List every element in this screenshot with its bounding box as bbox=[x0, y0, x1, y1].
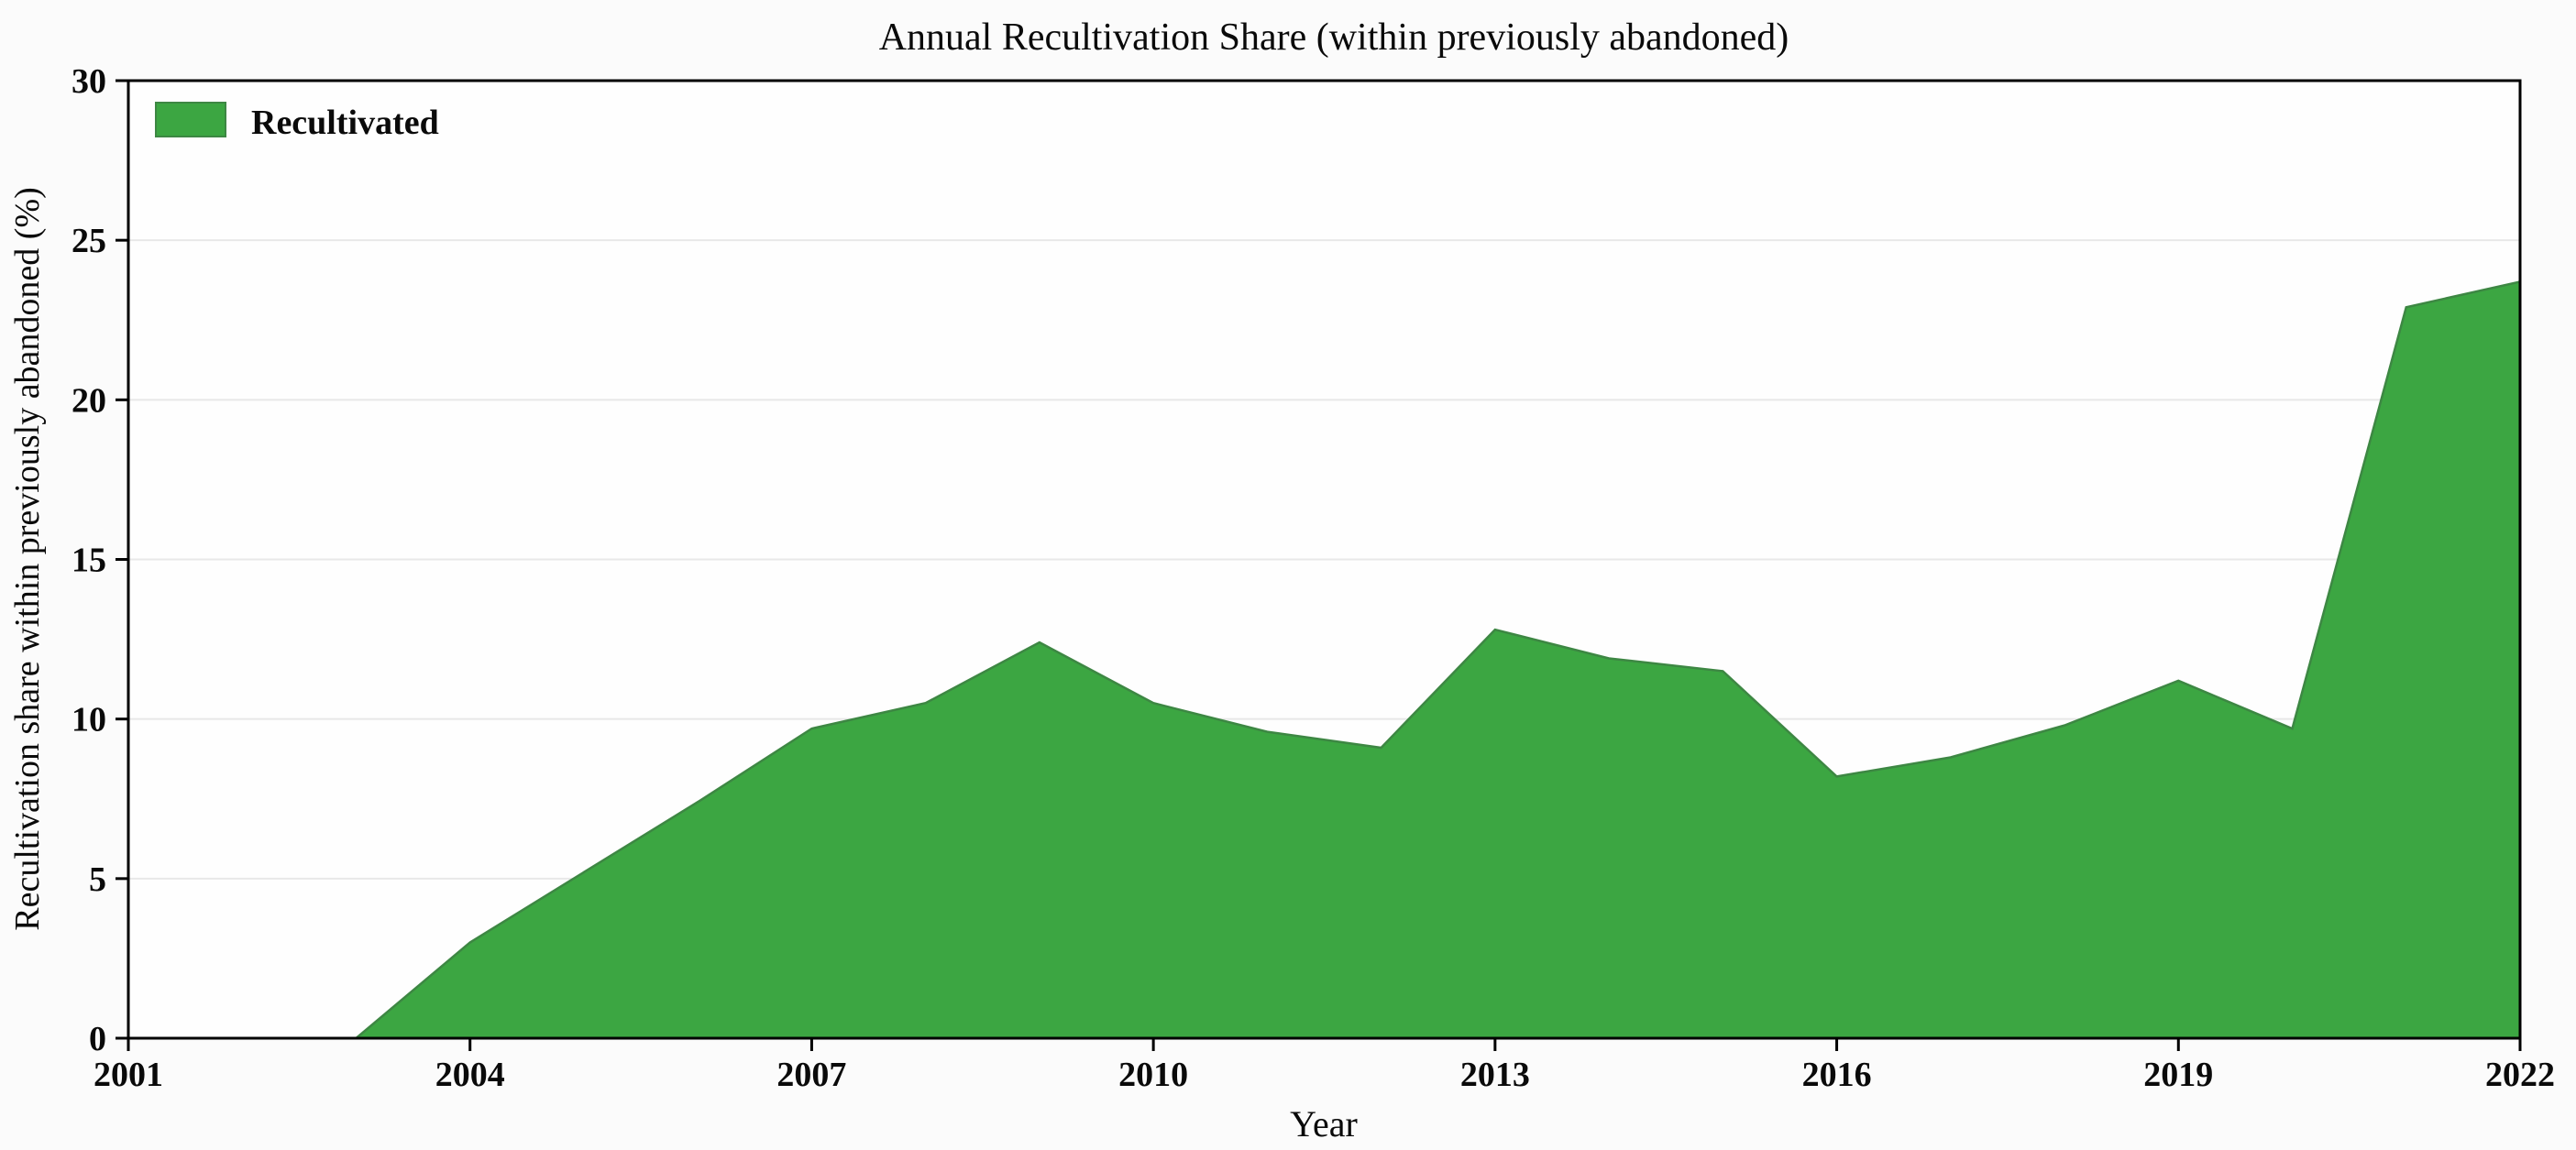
y-tick-label: 10 bbox=[72, 701, 106, 739]
x-tick-label: 2001 bbox=[94, 1056, 163, 1094]
x-tick-label: 2016 bbox=[1802, 1056, 1872, 1094]
x-tick-label: 2022 bbox=[2485, 1056, 2555, 1094]
area-series-recultivated bbox=[128, 281, 2520, 1038]
legend-label: Recultivated bbox=[251, 104, 439, 142]
y-tick-label: 30 bbox=[72, 62, 106, 101]
legend: Recultivated bbox=[155, 102, 439, 142]
area-series-edge bbox=[128, 280, 2521, 1040]
y-tick-label: 20 bbox=[72, 381, 106, 420]
y-tick-label: 5 bbox=[89, 860, 106, 899]
y-tick-label: 15 bbox=[72, 542, 106, 580]
y-axis-label: Recultivation share within previously ab… bbox=[8, 187, 47, 931]
x-tick-label: 2019 bbox=[2143, 1056, 2213, 1094]
x-tick-label: 2013 bbox=[1460, 1056, 1530, 1094]
x-tick-label: 2010 bbox=[1118, 1056, 1188, 1094]
chart-title: Annual Recultivation Share (within previ… bbox=[879, 16, 1789, 59]
x-tick-label: 2007 bbox=[776, 1056, 846, 1094]
legend-swatch bbox=[155, 102, 226, 137]
chart-geometry: 2001 2004 2007 2010 2013 2016 2019 2022 0 5 10 15 20… bbox=[72, 62, 2555, 1094]
x-tick-label: 2004 bbox=[435, 1056, 505, 1094]
y-tick-label: 0 bbox=[89, 1020, 106, 1058]
axes-frame bbox=[127, 79, 2522, 1040]
x-axis-label: Year bbox=[1290, 1103, 1358, 1145]
y-tick-label: 25 bbox=[72, 222, 106, 260]
